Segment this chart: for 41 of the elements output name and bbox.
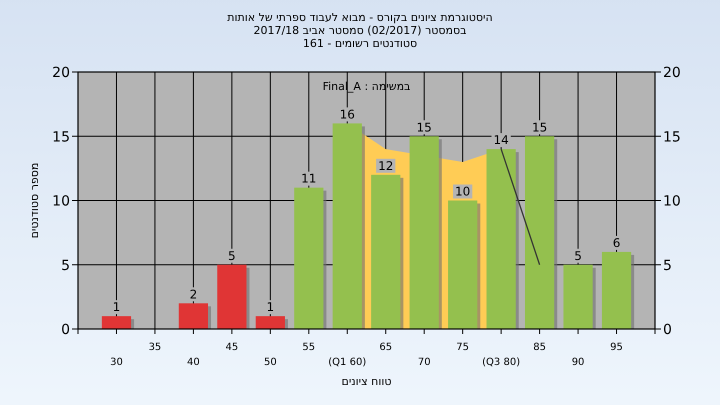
x-axis-title: טווח ציונים	[342, 375, 392, 388]
data-label: 1	[112, 300, 120, 314]
y-axis-title: מספר סטודנטים	[28, 162, 41, 238]
x-tick-label: 55	[302, 342, 316, 353]
chart-subtitle: בסמסטר (02/2017) סמסטר אביב 2017/18 סטודנטים רשומים - 161	[253, 24, 467, 50]
x-tick-label: 45	[226, 342, 238, 353]
x-tick-label: (Q1 60)	[328, 357, 366, 368]
x-tick-label: 40	[187, 357, 200, 368]
data-label: 12	[378, 158, 394, 173]
y-tick-label: 20	[52, 65, 70, 81]
y2-tick-label: 10	[663, 194, 681, 210]
data-label: 10	[455, 184, 470, 198]
data-label: 2	[190, 287, 198, 302]
y-tick-label: 15	[52, 129, 70, 146]
y-tick-label: 5	[61, 258, 70, 274]
x-tick-label: 35	[148, 342, 162, 353]
x-tick-label: (Q3 80)	[482, 357, 520, 368]
y-tick-label: 10	[52, 194, 70, 210]
data-label: 1	[266, 300, 274, 314]
x-tick-label: 50	[264, 357, 277, 368]
data-label: 15	[416, 120, 432, 134]
data-label: 6	[612, 236, 620, 250]
data-label: 16	[340, 107, 355, 122]
data-label: 5	[228, 248, 236, 263]
y-tick-label: 0	[61, 322, 70, 338]
x-tick-label: 70	[418, 357, 431, 368]
x-tick-label: 75	[456, 342, 470, 353]
data-label: 14	[493, 133, 509, 148]
y2-tick-label: 5	[663, 258, 672, 274]
x-tick-label: 95	[610, 342, 623, 353]
x-tick-label: 65	[379, 342, 392, 353]
data-label: 11	[301, 172, 316, 186]
y2-tick-label: 0	[663, 322, 672, 338]
y2-tick-label: 15	[663, 129, 681, 146]
x-tick-label: 30	[110, 357, 123, 368]
x-tick-label: 85	[533, 342, 546, 353]
data-label: 15	[532, 120, 548, 134]
y2-tick-label: 20	[663, 65, 681, 81]
chart-title: היסטוגרמת ציונים בקורס - מבוא לעבוד ספרתי של אותות	[227, 11, 493, 24]
data-label: 5	[574, 248, 582, 263]
x-tick-label: 90	[572, 357, 584, 368]
